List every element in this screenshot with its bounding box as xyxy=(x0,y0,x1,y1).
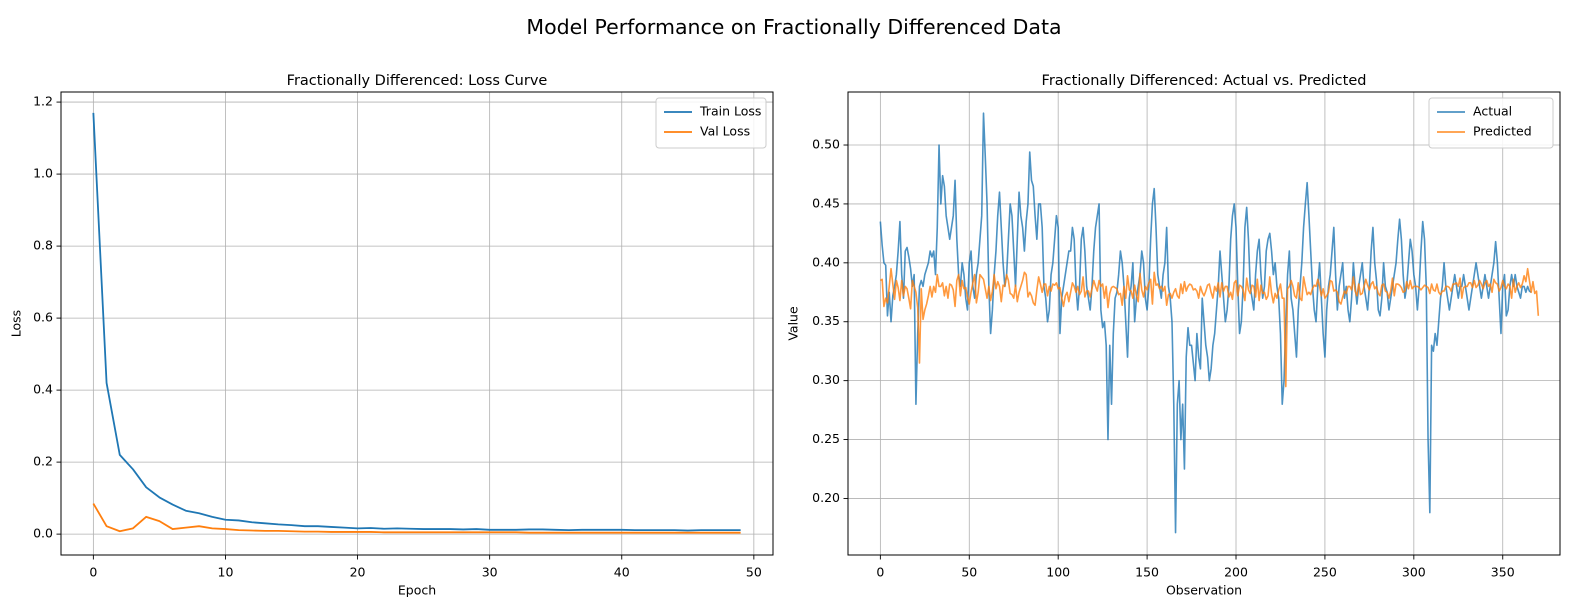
legend-box xyxy=(1428,97,1554,149)
x-tick-label: 30 xyxy=(482,565,498,580)
series-line-val-loss xyxy=(92,503,741,534)
x-tick-label: 0 xyxy=(89,565,97,580)
y-tick-label: 0.20 xyxy=(812,490,840,505)
x-tick-label: 150 xyxy=(1135,565,1159,580)
legend: Actual Predicted xyxy=(1428,97,1554,149)
plot-frame xyxy=(60,91,774,556)
y-tick-label: 0.4 xyxy=(33,382,53,397)
plot-frame xyxy=(847,91,1561,556)
x-axis-label: Epoch xyxy=(398,583,436,598)
legend-label: Train Loss xyxy=(699,104,761,119)
loss-curve-panel: 0 10 20 30 40 50 0.0 0.2 0.4 0.6 0.8 1.0 1.2 Fraction… xyxy=(9,73,774,598)
y-axis-label: Value xyxy=(786,306,801,341)
x-axis-label: Observation xyxy=(1166,583,1242,598)
x-tick-label: 350 xyxy=(1491,565,1515,580)
x-tick-label: 300 xyxy=(1402,565,1426,580)
x-tick-label: 250 xyxy=(1313,565,1337,580)
y-tick-label: 0.30 xyxy=(812,372,840,387)
legend-label: Val Loss xyxy=(700,124,750,139)
x-tick-label: 40 xyxy=(614,565,630,580)
y-tick-label: 0.0 xyxy=(33,526,53,541)
y-tick-label: 0.45 xyxy=(812,195,840,210)
x-tick-label: 50 xyxy=(961,565,977,580)
chart-title: Fractionally Differenced: Loss Curve xyxy=(287,73,548,89)
y-tick-label: 1.0 xyxy=(33,166,53,181)
x-tick-label: 20 xyxy=(350,565,366,580)
y-tick-label: 0.25 xyxy=(812,431,840,446)
y-tick-label: 0.8 xyxy=(33,238,53,253)
legend: Train Loss Val Loss xyxy=(655,97,767,149)
series-line-train-loss xyxy=(92,112,741,532)
legend-box xyxy=(655,97,767,149)
y-tick-label: 0.50 xyxy=(812,137,840,152)
series-line-predicted xyxy=(879,267,1540,388)
figure-title: Model Performance on Fractionally Differ… xyxy=(526,15,1061,39)
legend-label: Predicted xyxy=(1473,124,1532,139)
y-tick-label: 0.40 xyxy=(812,254,840,269)
y-tick-label: 0.6 xyxy=(33,310,53,325)
actual-vs-predicted-panel: 0 50 100 150 200 250 300 350 0.20 0.25 0.30 0.35 0.4… xyxy=(786,73,1561,598)
x-tick-label: 100 xyxy=(1046,565,1070,580)
y-tick-label: 0.35 xyxy=(812,313,840,328)
x-tick-label: 0 xyxy=(876,565,884,580)
chart-title: Fractionally Differenced: Actual vs. Pre… xyxy=(1042,73,1367,89)
x-tick-label: 200 xyxy=(1224,565,1248,580)
y-axis-label: Loss xyxy=(9,310,24,337)
y-tick-label: 0.2 xyxy=(33,454,53,469)
legend-label: Actual xyxy=(1473,104,1512,119)
x-tick-label: 10 xyxy=(218,565,234,580)
y-tick-label: 1.2 xyxy=(33,94,53,109)
x-tick-label: 50 xyxy=(746,565,762,580)
